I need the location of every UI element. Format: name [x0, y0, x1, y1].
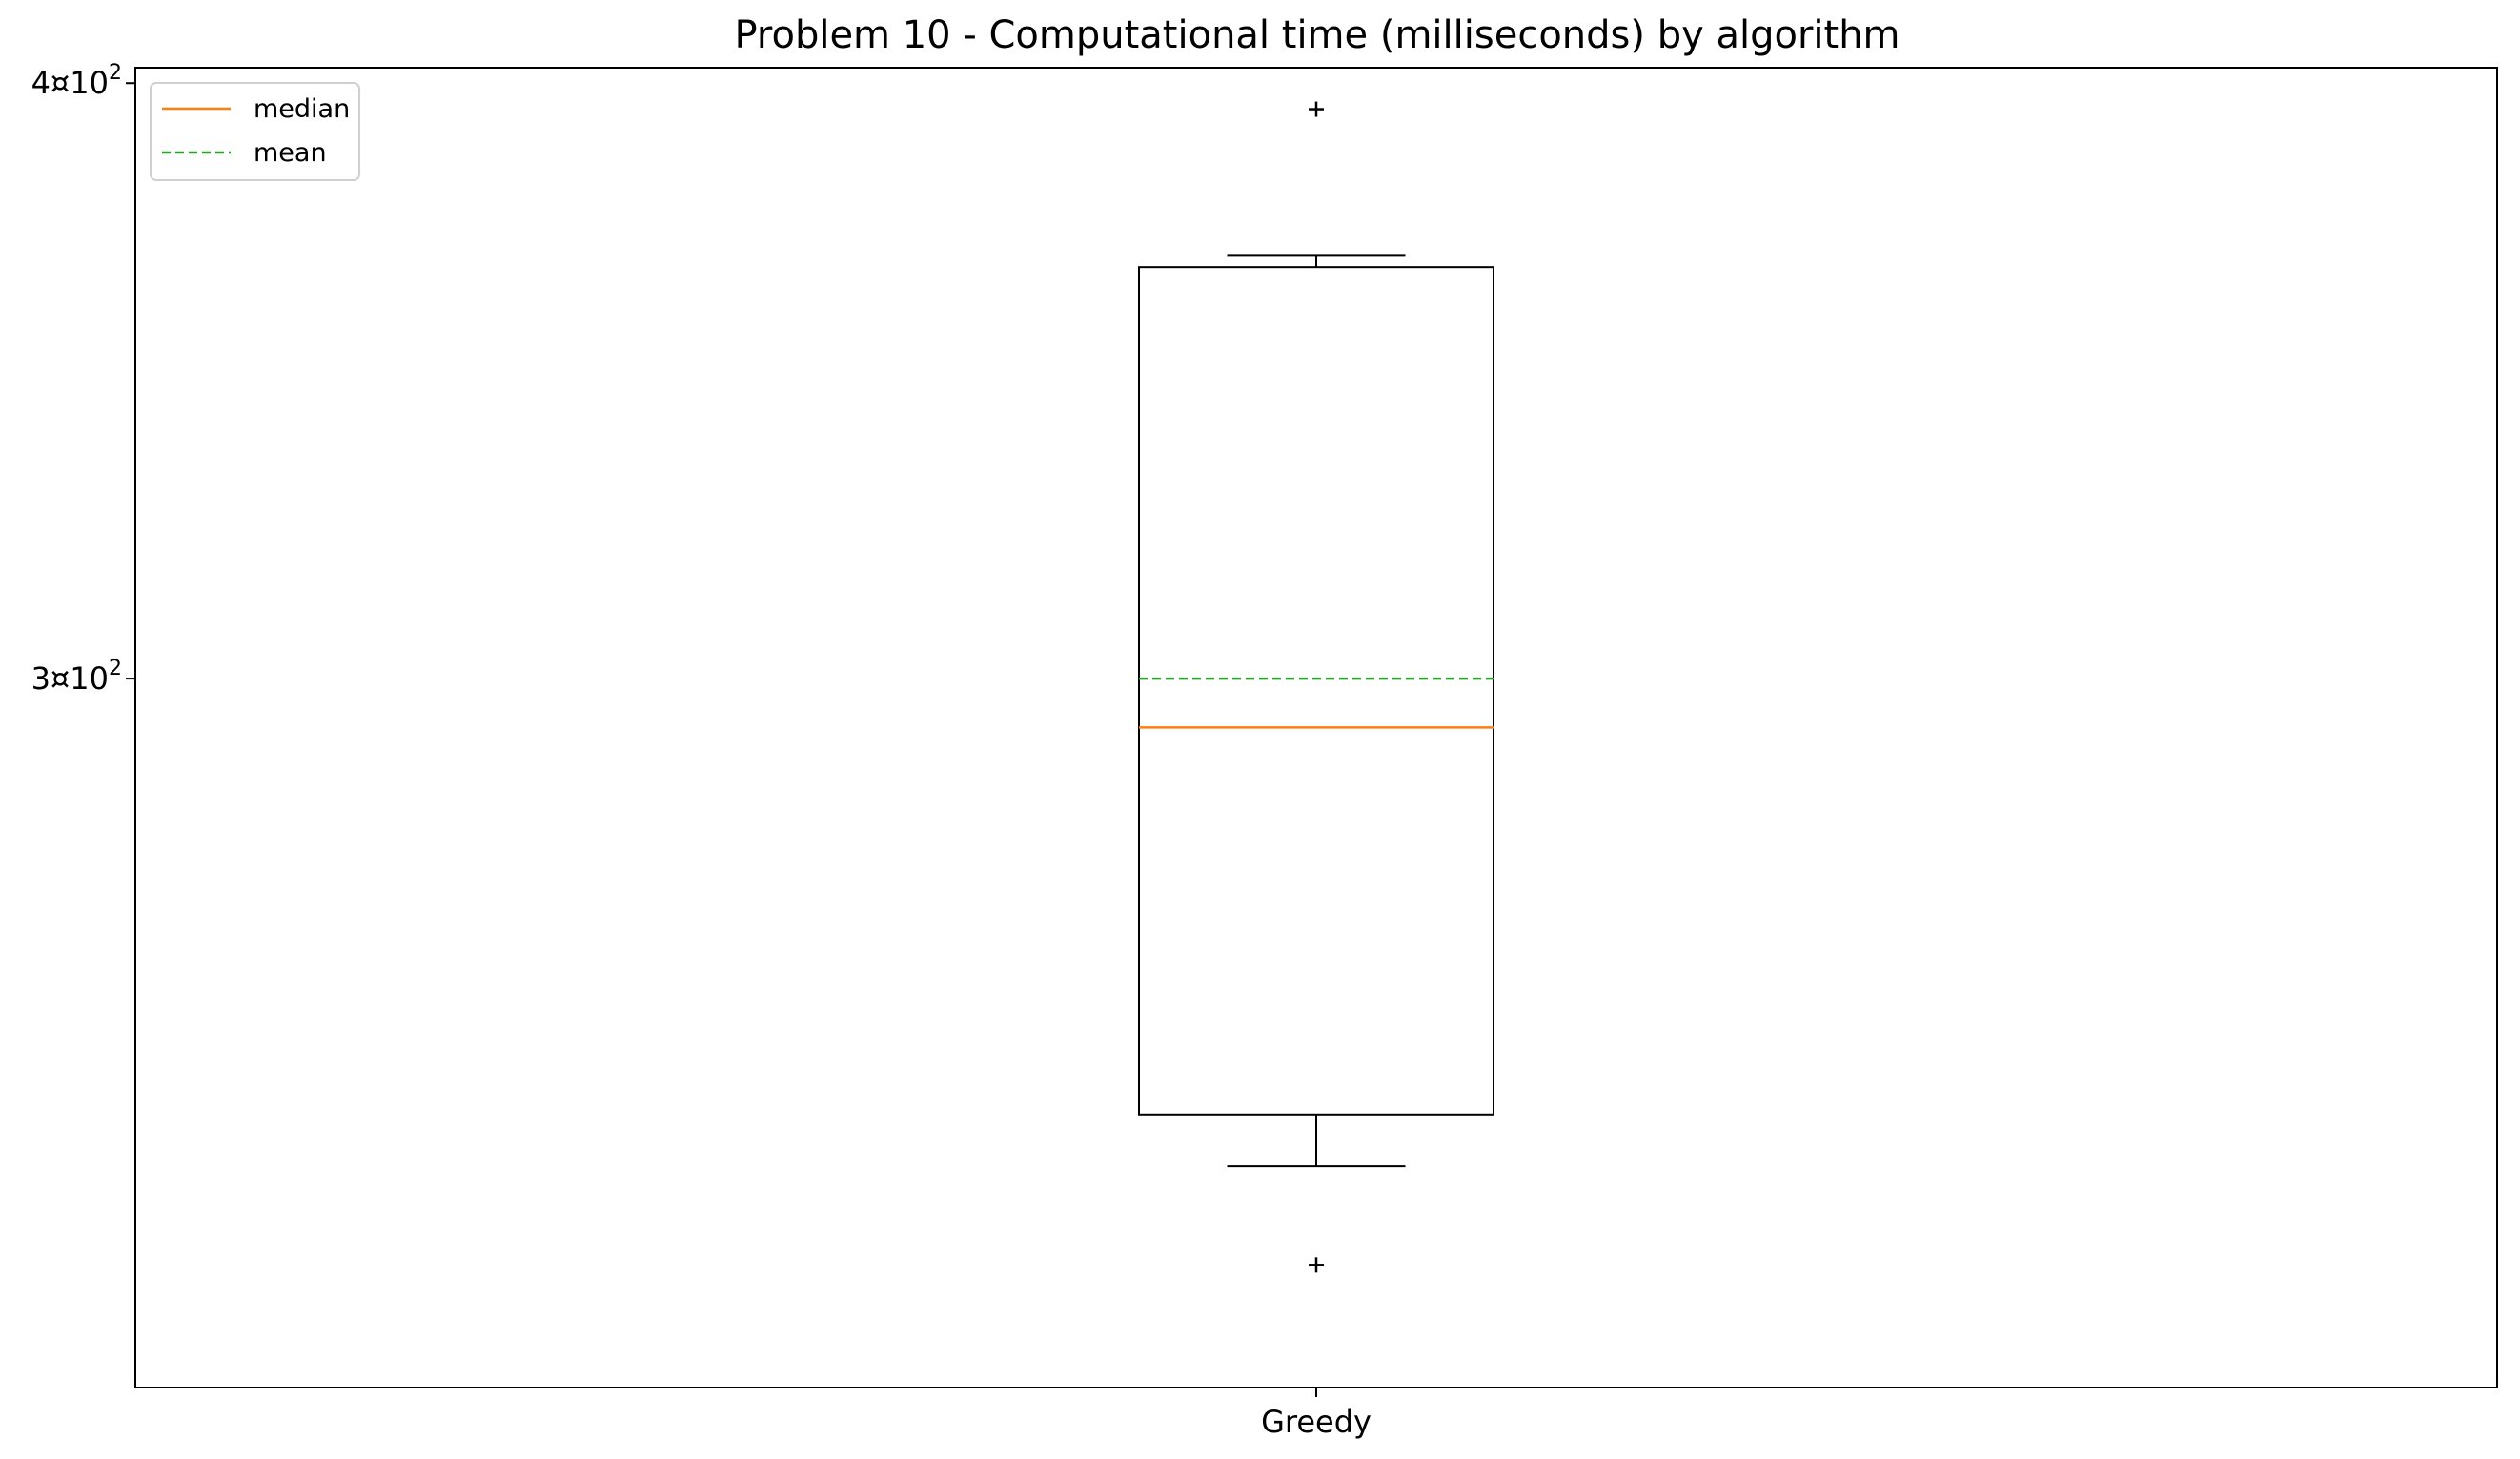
y-tick-label-exponent: 2	[109, 657, 122, 680]
y-tick-label-base: 4¤10	[31, 65, 109, 101]
y-tick-label-exponent: 2	[109, 61, 122, 85]
x-axis: Greedy	[1261, 1388, 1372, 1440]
interquartile-box	[1138, 266, 1494, 1116]
y-tick-label: 3¤102	[31, 657, 122, 697]
outlier-point	[1309, 1257, 1324, 1273]
legend-label-median: median	[254, 94, 350, 124]
y-tick-label-base: 3¤10	[31, 660, 109, 697]
legend-label-mean: mean	[254, 138, 327, 168]
outlier-point	[1309, 101, 1324, 117]
box-group	[1138, 101, 1494, 1273]
legend: median mean	[150, 82, 360, 181]
x-tick-label: Greedy	[1261, 1404, 1372, 1440]
legend-box	[150, 82, 360, 181]
box-series	[1138, 101, 1494, 1273]
chart-title: Problem 10 - Computational time (millise…	[734, 13, 1900, 57]
y-tick-label: 4¤102	[31, 61, 122, 101]
